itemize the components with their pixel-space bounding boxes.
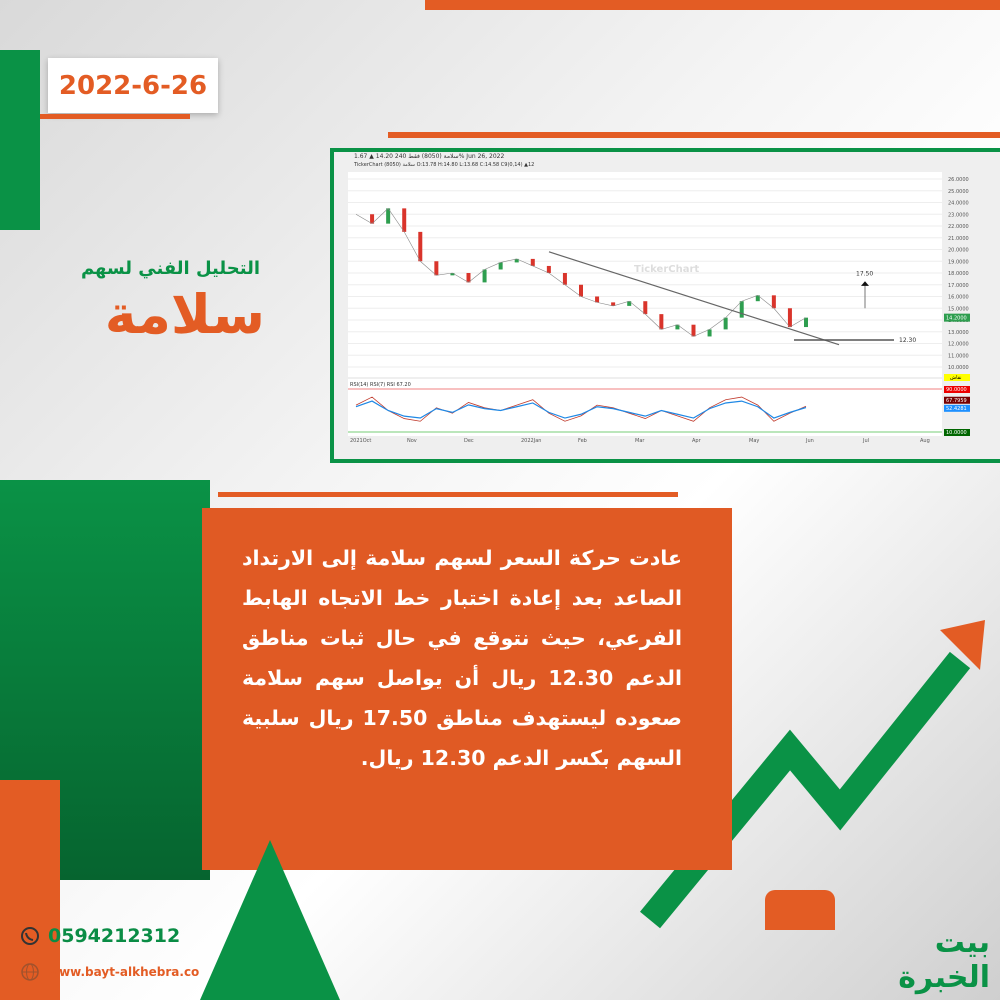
date-underline: [40, 114, 190, 119]
x-tick-label: Dec: [464, 438, 474, 444]
contact-info: 0594212312 www.bayt-alkhebra.co: [20, 918, 210, 990]
candle: [466, 273, 471, 283]
green-triangle: [200, 840, 340, 1000]
phone-number[interactable]: 0594212312: [48, 925, 181, 947]
rsi-tag: [944, 386, 970, 393]
chart-watermark: TickerChart: [634, 264, 699, 275]
x-tick-label: Mar: [635, 438, 645, 444]
x-tick-label: Jun: [805, 438, 814, 444]
candle: [514, 258, 519, 263]
candle: [418, 231, 423, 262]
last-price-tag: [944, 313, 970, 322]
stock-title: سلامة: [104, 283, 265, 346]
rsi-tag: [944, 429, 970, 436]
rsi-header: RSI(14) RSI(7) RSI 67.20: [350, 382, 411, 388]
y-tick-label: 15.0000: [948, 306, 969, 312]
y-tick-label: 21.0000: [948, 236, 969, 242]
y-tick-label: 17.0000: [948, 283, 969, 289]
x-tick-label: 2021Oct: [350, 438, 371, 444]
candle: [787, 308, 792, 328]
yellow-tag-label: نقاش: [950, 375, 962, 381]
website-link[interactable]: www.bayt-alkhebra.co: [48, 965, 200, 979]
date-badge: 2022-6-26: [48, 58, 218, 113]
rsi-slow-line: [355, 400, 807, 419]
candle: [771, 295, 776, 309]
x-tick-label: May: [749, 438, 759, 444]
candle: [755, 295, 760, 302]
candle: [675, 324, 680, 330]
y-tick-label: 24.0000: [948, 201, 969, 207]
candle: [402, 208, 407, 232]
y-tick-label: 26.0000: [948, 177, 969, 183]
candle: [434, 261, 439, 276]
candle: [579, 284, 583, 297]
trendline: [548, 251, 840, 346]
candle: [611, 302, 616, 306]
candle: [707, 329, 712, 337]
rsi-tag-label: 90.0000: [946, 387, 967, 393]
rsi-tag: [944, 396, 970, 404]
text-accent-bar: [218, 492, 678, 497]
candle: [804, 317, 808, 328]
price-panel: [348, 172, 942, 377]
rsi-panel: [348, 379, 942, 436]
x-tick-label: Apr: [692, 438, 702, 444]
whatsapp-icon: [21, 927, 39, 945]
candle: [386, 208, 391, 224]
candle: [643, 301, 648, 315]
arrow-head-icon: [861, 281, 869, 286]
yellow-tag: [944, 374, 970, 381]
x-tick-label: Jul: [862, 438, 869, 444]
chart-accent-bar: [388, 132, 1000, 138]
y-tick-label: 12.0000: [948, 342, 969, 348]
subtitle: التحليل الفني لسهم: [80, 258, 260, 279]
y-tick-label: 20.0000: [948, 248, 969, 254]
y-tick-label: 11.0000: [948, 353, 969, 359]
y-tick-label: 13.0000: [948, 330, 969, 336]
rsi-tag-label: 10.0000: [946, 430, 967, 436]
target-label: 17.50: [856, 270, 873, 277]
last-price-label: 14.2000: [946, 316, 967, 322]
globe-icon: [21, 963, 39, 981]
candle: [723, 317, 728, 330]
candle: [562, 273, 567, 285]
x-tick-label: Nov: [407, 438, 417, 444]
chart-header: سلامة (8050) فقط 240 14.20 ▲ 1.67% Jun 2…: [354, 153, 505, 160]
candle: [530, 258, 535, 266]
rsi-tag: [944, 404, 970, 412]
candle: [739, 301, 744, 318]
stock-chart: 26.0000 25.0000 24.0000 23.0000 22.0000 21.00…: [334, 152, 1000, 459]
candle: [498, 262, 503, 270]
chart-svg: 26.0000 25.0000 24.0000 23.0000 22.0000 21.00…: [348, 172, 970, 444]
candle: [627, 301, 632, 306]
analysis-text: عادت حركة السعر لسهم سلامة إلى الارتداد …: [202, 508, 732, 870]
rsi-tag-label: 52.4281: [946, 406, 967, 412]
candle: [659, 314, 664, 330]
candle: [482, 269, 487, 283]
y-tick-label: 19.0000: [948, 259, 969, 265]
candle: [450, 273, 455, 276]
x-tick-label: Feb: [578, 438, 587, 444]
green-accent-block: [0, 50, 40, 230]
y-tick-label: 23.0000: [948, 212, 969, 218]
brand-logo: بيت الخبرة: [898, 925, 990, 995]
y-tick-label: 22.0000: [948, 224, 969, 230]
candle: [370, 214, 375, 224]
rsi-tag-label: 67.7959: [946, 398, 967, 404]
x-tick-label: 2022Jan: [521, 438, 541, 444]
support-label: 12.30: [899, 337, 916, 344]
top-accent-bar: [425, 0, 1000, 10]
y-tick-label: 16.0000: [948, 295, 969, 301]
y-tick-label: 25.0000: [948, 189, 969, 195]
chart-frame: 26.0000 25.0000 24.0000 23.0000 22.0000 21.00…: [330, 148, 1000, 463]
candle: [546, 265, 551, 273]
price-line: [355, 207, 807, 337]
candle: [691, 324, 696, 337]
candle: [595, 296, 600, 303]
chart-subheader: TickerChart سلامة (8050) O:13.78 H:14.80…: [354, 162, 535, 168]
x-tick-label: Aug: [920, 438, 930, 444]
y-tick-label: 10.0000: [948, 365, 969, 371]
y-tick-label: 18.0000: [948, 271, 969, 277]
